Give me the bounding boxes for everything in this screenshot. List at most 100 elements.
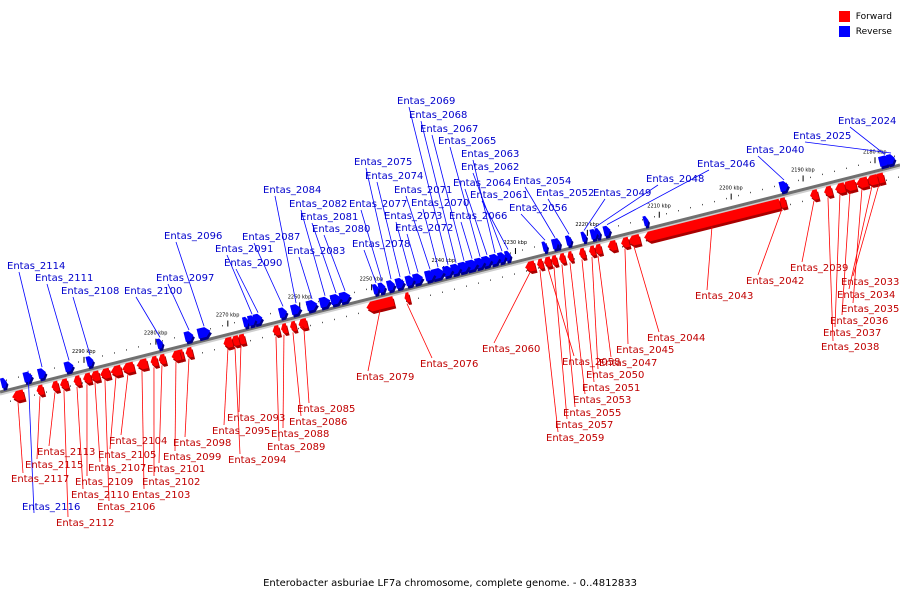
reverse-gene-arrow[interactable]	[385, 280, 395, 291]
gene-label[interactable]: Entas_2047	[599, 358, 657, 369]
gene-label[interactable]: Entas_2037	[823, 328, 881, 339]
gene-label[interactable]: Entas_2055	[563, 408, 621, 419]
forward-gene-arrow[interactable]	[158, 353, 167, 365]
gene-label[interactable]: Entas_2063	[461, 149, 519, 160]
forward-gene-arrow[interactable]	[856, 176, 869, 188]
gene-label[interactable]: Entas_2100	[124, 286, 182, 297]
gene-label[interactable]: Entas_2053	[573, 395, 631, 406]
reverse-gene-arrow[interactable]	[241, 316, 249, 328]
gene-label[interactable]: Entas_2040	[746, 145, 804, 156]
gene-label[interactable]: Entas_2069	[397, 96, 455, 107]
gene-label[interactable]: Entas_2056	[509, 203, 567, 214]
gene-label[interactable]: Entas_2091	[215, 244, 273, 255]
forward-gene-arrow[interactable]	[525, 260, 537, 272]
forward-gene-arrow[interactable]	[644, 198, 782, 242]
forward-gene-arrow[interactable]	[12, 389, 25, 401]
gene-label[interactable]: Entas_2054	[513, 176, 571, 187]
gene-label[interactable]: Entas_2098	[173, 438, 231, 449]
forward-gene-arrow[interactable]	[824, 185, 834, 197]
gene-label[interactable]: Entas_2116	[22, 502, 80, 513]
reverse-gene-arrow[interactable]	[423, 270, 435, 282]
gene-label[interactable]: Entas_2025	[793, 131, 851, 142]
reverse-gene-arrow[interactable]	[594, 228, 601, 239]
gene-label[interactable]: Entas_2084	[263, 185, 321, 196]
gene-label[interactable]: Entas_2042	[746, 276, 804, 287]
gene-label[interactable]: Entas_2110	[71, 490, 129, 501]
gene-label[interactable]: Entas_2046	[697, 159, 755, 170]
reverse-gene-arrow[interactable]	[318, 296, 331, 308]
gene-label[interactable]: Entas_2105	[98, 450, 156, 461]
forward-gene-arrow[interactable]	[281, 323, 289, 334]
gene-label[interactable]: Entas_2074	[365, 171, 423, 182]
forward-gene-arrow[interactable]	[110, 364, 123, 376]
forward-gene-arrow[interactable]	[537, 258, 545, 269]
gene-label[interactable]: Entas_2070	[411, 198, 469, 209]
gene-label[interactable]: Entas_2099	[163, 452, 221, 463]
gene-label[interactable]: Entas_2109	[75, 477, 133, 488]
forward-gene-arrow[interactable]	[301, 318, 309, 329]
gene-label[interactable]: Entas_2044	[647, 333, 705, 344]
gene-label[interactable]: Entas_2107	[88, 463, 146, 474]
forward-gene-arrow[interactable]	[122, 361, 135, 374]
gene-label[interactable]: Entas_2111	[35, 273, 93, 284]
forward-gene-arrow[interactable]	[36, 384, 45, 396]
forward-gene-arrow[interactable]	[290, 320, 298, 332]
gene-label[interactable]: Entas_2108	[61, 286, 119, 297]
gene-label[interactable]: Entas_2090	[224, 258, 282, 269]
forward-gene-arrow[interactable]	[100, 367, 112, 379]
gene-label[interactable]: Entas_2085	[297, 404, 355, 415]
gene-label[interactable]: Entas_2071	[394, 185, 452, 196]
reverse-gene-arrow[interactable]	[541, 241, 548, 252]
forward-gene-arrow[interactable]	[628, 234, 641, 246]
reverse-gene-arrow[interactable]	[36, 368, 46, 379]
gene-label[interactable]: Entas_2033	[841, 277, 899, 288]
reverse-gene-arrow[interactable]	[289, 304, 301, 316]
gene-label[interactable]: Entas_2060	[482, 344, 540, 355]
reverse-gene-arrow[interactable]	[371, 283, 379, 295]
reverse-gene-arrow[interactable]	[404, 275, 415, 287]
forward-gene-arrow[interactable]	[404, 292, 411, 303]
gene-label[interactable]: Entas_2050	[586, 370, 644, 381]
forward-gene-arrow[interactable]	[83, 372, 93, 384]
forward-gene-arrow[interactable]	[579, 247, 587, 259]
gene-label[interactable]: Entas_2039	[790, 263, 848, 274]
gene-label[interactable]: Entas_2034	[837, 290, 895, 301]
gene-label[interactable]: Entas_2095	[212, 426, 270, 437]
forward-gene-arrow[interactable]	[594, 243, 603, 255]
gene-label[interactable]: Entas_2086	[289, 417, 347, 428]
reverse-gene-arrow[interactable]	[394, 277, 405, 289]
reverse-gene-arrow[interactable]	[0, 377, 7, 389]
forward-gene-arrow[interactable]	[150, 355, 159, 367]
forward-gene-arrow[interactable]	[551, 254, 559, 266]
reverse-gene-arrow[interactable]	[277, 307, 287, 319]
gene-label[interactable]: Entas_2064	[453, 178, 511, 189]
gene-label[interactable]: Entas_2112	[56, 518, 114, 529]
gene-label[interactable]: Entas_2087	[242, 232, 300, 243]
gene-label[interactable]: Entas_2059	[546, 433, 604, 444]
forward-gene-arrow[interactable]	[621, 236, 631, 248]
forward-gene-arrow[interactable]	[366, 296, 395, 312]
gene-label[interactable]: Entas_2065	[438, 136, 496, 147]
forward-gene-arrow[interactable]	[136, 358, 149, 370]
gene-label[interactable]: Entas_2093	[227, 413, 285, 424]
reverse-gene-arrow[interactable]	[885, 154, 895, 165]
forward-gene-arrow[interactable]	[60, 378, 70, 390]
gene-label[interactable]: Entas_2048	[646, 174, 704, 185]
gene-label[interactable]: Entas_2088	[271, 429, 329, 440]
forward-gene-arrow[interactable]	[607, 239, 618, 251]
gene-label[interactable]: Entas_2102	[142, 477, 200, 488]
gene-label[interactable]: Entas_2104	[109, 436, 167, 447]
gene-label[interactable]: Entas_2079	[356, 372, 414, 383]
reverse-gene-arrow[interactable]	[246, 315, 256, 327]
gene-label[interactable]: Entas_2117	[11, 474, 69, 485]
gene-label[interactable]: Entas_2067	[420, 124, 478, 135]
reverse-gene-arrow[interactable]	[589, 228, 598, 240]
forward-gene-arrow[interactable]	[567, 251, 574, 262]
forward-gene-arrow[interactable]	[835, 182, 847, 194]
gene-label[interactable]: Entas_2106	[97, 502, 155, 513]
forward-gene-arrow[interactable]	[272, 324, 281, 336]
forward-gene-arrow[interactable]	[51, 380, 60, 392]
forward-gene-arrow[interactable]	[589, 245, 597, 256]
forward-gene-arrow[interactable]	[810, 189, 820, 200]
gene-label[interactable]: Entas_2076	[420, 359, 478, 370]
